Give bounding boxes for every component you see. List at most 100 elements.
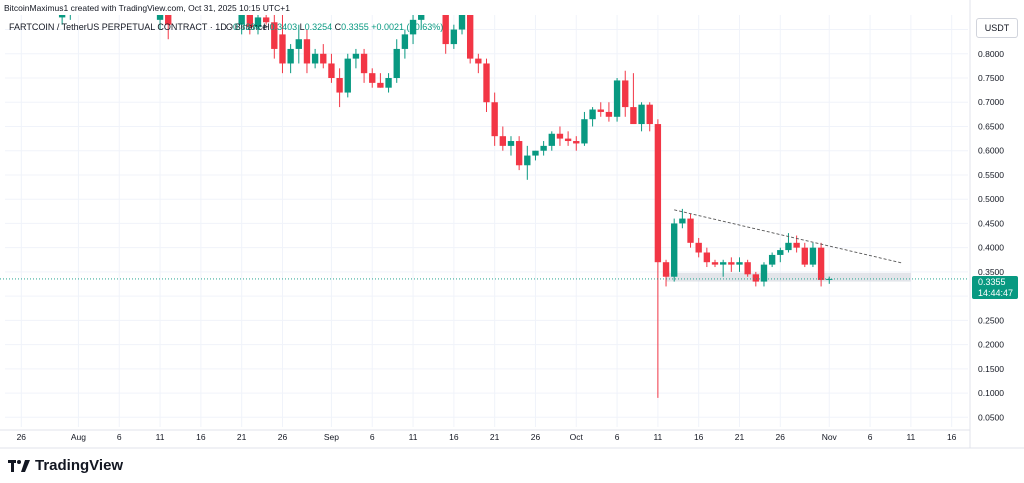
candle-body [654, 124, 662, 263]
candle-body [573, 141, 580, 144]
descending-trendline [674, 209, 903, 264]
candle-body [589, 109, 596, 120]
candle-body [777, 250, 784, 255]
candle-body [556, 133, 564, 139]
x-axis: 26 Aug 6 11 16 21 26 Sep 6 11 16 21 26 Oct 6 11 16 21 26 No… [17, 432, 957, 442]
candle-body [458, 15, 466, 30]
ohlc-low-value: 0.3254 [304, 22, 333, 32]
tradingview-logo[interactable]: TradingView [8, 457, 123, 474]
candle-body [801, 247, 808, 265]
candle-body [295, 39, 302, 49]
y-tick-label: 0.1500 [978, 364, 1004, 374]
overlay-layer [0, 209, 968, 280]
support-zone-layer [666, 272, 911, 282]
x-tick-label: Aug [71, 432, 86, 442]
y-tick-label: 0.4500 [978, 218, 1004, 228]
x-tick-label: 6 [117, 432, 122, 442]
candle-body [646, 104, 653, 125]
candles-layer [58, 15, 833, 398]
candle-body [785, 242, 792, 251]
y-tick-label: 0.4000 [978, 243, 1004, 253]
candle-body [752, 274, 759, 282]
candle-body [809, 247, 817, 265]
candle-body [826, 278, 833, 280]
candle-body [352, 53, 360, 59]
candle-body [703, 252, 711, 263]
candle-body [507, 141, 515, 146]
tradingview-logo-icon [8, 459, 30, 472]
candle-body [728, 262, 735, 265]
candle-body [638, 104, 645, 125]
x-tick-label: 16 [449, 432, 459, 442]
x-tick-label: Nov [822, 432, 838, 442]
candle-body [377, 82, 384, 88]
candle-body [442, 15, 449, 45]
x-tick-label: 16 [694, 432, 704, 442]
candle-body [466, 15, 474, 59]
candle-body [548, 133, 555, 146]
candle-countdown: 14:44:47 [978, 288, 1014, 298]
candle-body [344, 58, 351, 93]
candle-body [418, 15, 425, 20]
current-price-tag: 0.3355 14:44:47 [972, 276, 1018, 299]
candle-body [630, 107, 637, 125]
candle-body [311, 53, 319, 64]
x-tick-label: 16 [947, 432, 957, 442]
y-tick-label: 0.6000 [978, 146, 1004, 156]
y-tick-label: 0.1000 [978, 388, 1004, 398]
y-tick-label: 0.2500 [978, 315, 1004, 325]
candle-body [271, 22, 278, 49]
x-tick-label: 11 [906, 432, 915, 442]
current-price-value: 0.3355 [978, 277, 1006, 287]
candle-body [401, 34, 409, 49]
y-tick-label: 0.0500 [978, 412, 1004, 422]
candle-body [768, 254, 776, 265]
candle-body [515, 141, 523, 166]
candle-body [369, 73, 376, 83]
candle-body [320, 53, 327, 64]
grid-layer [0, 0, 1024, 449]
x-tick-label: 26 [776, 432, 786, 442]
candle-body [165, 15, 172, 25]
x-tick-label: 6 [370, 432, 375, 442]
candle-body [385, 78, 392, 88]
ohlc-low-label: L [299, 22, 305, 32]
candle-body [793, 242, 800, 248]
symbol-line: FARTCOIN / TetherUS PERPETUAL CONTRACT ·… [9, 22, 268, 32]
ohlc-readout: O0.3334 H0.3403 L0.3254 C0.3355 +0.0021 … [226, 22, 443, 32]
candle-body [613, 80, 621, 117]
candle-body [262, 17, 270, 23]
x-tick-label: 16 [196, 432, 206, 442]
y-tick-label: 0.8000 [978, 49, 1004, 59]
candle-body [303, 39, 311, 64]
creator-line: BitcoinMaximus1 created with TradingView… [4, 3, 290, 13]
candle-body [287, 48, 294, 64]
ohlc-open-value: 0.3334 [233, 22, 261, 32]
x-tick-label: 11 [409, 432, 418, 442]
candle-body [581, 119, 588, 144]
candle-body [524, 155, 531, 166]
x-tick-label: 21 [490, 432, 500, 442]
y-tick-label: 0.5500 [978, 170, 1004, 180]
x-tick-label: 6 [868, 432, 873, 442]
candle-body [662, 262, 670, 277]
candle-body [360, 53, 368, 74]
ohlc-close-value: 0.3355 [341, 22, 369, 32]
candle-body [744, 262, 751, 275]
currency-selector[interactable]: USDT [976, 18, 1018, 38]
x-tick-label: 21 [735, 432, 745, 442]
x-tick-label: 11 [653, 432, 662, 442]
candle-body [279, 34, 286, 64]
candle-body [475, 58, 482, 64]
candle-body [328, 63, 335, 79]
y-tick-label: 0.7500 [978, 73, 1004, 83]
candle-body [687, 218, 694, 243]
candle-body [564, 138, 572, 142]
candle-body [671, 223, 678, 277]
x-tick-label: Sep [324, 432, 339, 442]
y-tick-label: 0.3500 [978, 267, 1004, 277]
candle-body [156, 15, 164, 20]
candle-body [254, 17, 262, 28]
